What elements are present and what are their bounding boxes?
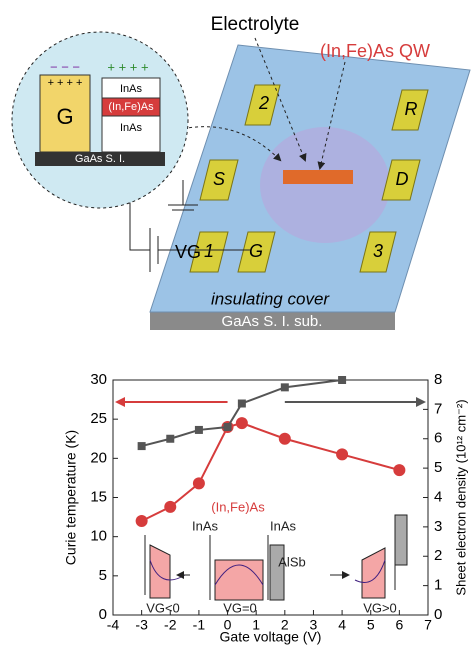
data-point [238, 400, 246, 408]
y2-tick-label: 4 [434, 488, 442, 505]
y-tick-label: 0 [99, 606, 107, 623]
ion-plus: + + + + [107, 59, 148, 74]
data-point [336, 448, 348, 460]
vg-label: VG [175, 242, 201, 262]
x-tick-label: -3 [135, 617, 148, 633]
annotation: AlSb [278, 554, 305, 569]
y2-tick-label: 2 [434, 547, 442, 564]
annotation: InAs [192, 518, 219, 533]
data-point [281, 383, 289, 391]
pad-label: S [213, 169, 225, 189]
y-axis-label: Curie temperature (K) [63, 430, 79, 565]
x-tick-label: 6 [395, 617, 403, 633]
page: {"diagram":{"electrolyte":"Electrolyte",… [0, 0, 473, 646]
layer-label: InAs [120, 83, 143, 95]
y2-tick-label: 5 [434, 459, 442, 476]
qw-label: (In,Fe)As QW [320, 41, 430, 61]
data-point [138, 442, 146, 450]
y2-tick-label: 3 [434, 518, 442, 535]
pad-label: R [405, 99, 418, 119]
data-point [279, 433, 291, 445]
series-line [142, 423, 400, 521]
ion-minus: − − − [50, 59, 80, 74]
data-point [136, 515, 148, 527]
x-tick-label: -4 [107, 617, 120, 633]
y-tick-label: 10 [90, 528, 107, 545]
substrate-label: GaAs S. I. [75, 153, 125, 165]
data-point [166, 435, 174, 443]
channel [283, 170, 353, 184]
data-point [224, 423, 232, 431]
electrolyte-drop [260, 127, 390, 243]
x-tick-label: 7 [424, 617, 432, 633]
data-point [338, 376, 346, 384]
data-point [195, 426, 203, 434]
annotation: VG>0 [363, 600, 397, 615]
y2-tick-label: 6 [434, 430, 442, 447]
pad-label: G [249, 241, 263, 261]
y2-tick-label: 7 [434, 400, 442, 417]
x-tick-label: 4 [338, 617, 346, 633]
figure: 2 R S D 1 G 3 insulating cover GaAs S. I… [0, 0, 473, 646]
axis-arrowhead [416, 397, 426, 407]
pad-label: 3 [373, 241, 383, 261]
layer-label: (In,Fe)As [108, 101, 154, 113]
y-tick-label: 25 [90, 410, 107, 427]
annotation: VG=0 [223, 600, 257, 615]
annotation: VG<0 [146, 600, 180, 615]
y2-tick-label: 8 [434, 371, 442, 388]
y-tick-label: 20 [90, 449, 107, 466]
pad-label: 1 [204, 241, 214, 261]
data-point [193, 477, 205, 489]
device: 2 R S D 1 G 3 insulating cover GaAs S. I… [130, 14, 470, 330]
cross-section: GaAs S. I. G + + + + − − − + + + + InAs … [12, 32, 188, 208]
annotation: InAs [270, 518, 297, 533]
y2-tick-label: 1 [434, 577, 442, 594]
axis-arrowhead [115, 397, 125, 407]
sub-label: GaAs S. I. sub. [222, 313, 323, 330]
gate-charges: + + + + [48, 77, 83, 89]
pad-label: D [396, 169, 409, 189]
annotation: (In,Fe)As [211, 499, 265, 514]
y-tick-label: 5 [99, 567, 107, 584]
y2-tick-label: 0 [434, 606, 442, 623]
y-tick-label: 15 [90, 488, 107, 505]
x-axis-label: Gate voltage (V) [220, 629, 322, 645]
gate-label: G [56, 104, 73, 129]
data-point [236, 417, 248, 429]
x-tick-label: -2 [164, 617, 177, 633]
electrolyte-label: Electrolyte [211, 14, 300, 35]
y2-axis-label: Sheet electron density (10¹² cm⁻²) [453, 399, 468, 595]
data-point [164, 501, 176, 513]
chart [113, 380, 428, 615]
x-tick-label: -1 [193, 617, 206, 633]
x-tick-label: 5 [367, 617, 375, 633]
layer-label: InAs [120, 122, 143, 134]
pad-label: 2 [258, 93, 269, 113]
y-tick-label: 30 [90, 371, 107, 388]
cover-label: insulating cover [211, 289, 330, 308]
data-point [393, 464, 405, 476]
